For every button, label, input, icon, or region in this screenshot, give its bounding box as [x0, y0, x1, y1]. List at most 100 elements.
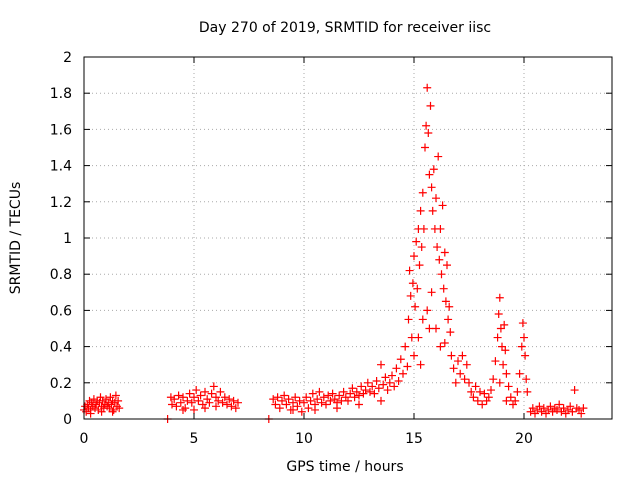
data-point — [439, 284, 448, 293]
data-point — [333, 404, 341, 413]
data-point — [194, 396, 203, 405]
data-point — [185, 389, 194, 398]
data-point — [339, 387, 348, 396]
data-point — [417, 243, 426, 252]
data-point — [401, 342, 410, 351]
data-point — [190, 393, 198, 402]
data-point — [374, 384, 383, 393]
x-tick-label: 10 — [295, 431, 313, 447]
data-point — [522, 375, 531, 384]
data-point — [484, 393, 493, 402]
x-tick-label: 0 — [80, 431, 89, 447]
data-point — [322, 400, 330, 409]
data-point — [114, 396, 123, 405]
data-points — [80, 83, 588, 423]
data-point — [415, 261, 424, 270]
data-point — [370, 389, 379, 398]
data-point — [172, 402, 181, 411]
data-point — [465, 378, 473, 387]
data-point — [494, 310, 503, 319]
data-point — [440, 248, 449, 257]
data-point — [111, 391, 120, 400]
data-point — [502, 396, 511, 405]
data-point — [328, 389, 337, 398]
data-point — [311, 405, 319, 414]
data-point — [418, 315, 427, 324]
data-point — [319, 393, 328, 402]
data-point — [570, 386, 579, 395]
data-point — [436, 224, 445, 233]
data-point — [559, 404, 568, 413]
data-point — [425, 324, 434, 333]
data-point — [214, 396, 223, 405]
data-point — [458, 351, 467, 360]
data-point — [511, 396, 520, 405]
y-tick-label: 1 — [63, 231, 72, 247]
data-point — [107, 400, 116, 409]
data-point — [229, 396, 238, 405]
x-tick-label: 20 — [515, 431, 533, 447]
data-point — [216, 387, 225, 396]
data-point — [381, 373, 390, 382]
data-point — [445, 302, 454, 311]
axis-ticks: 00.20.40.60.811.21.41.61.820 5 10 15 20 — [50, 50, 612, 447]
data-point — [388, 371, 396, 380]
data-point — [190, 405, 198, 414]
data-point — [413, 284, 422, 293]
data-point — [499, 360, 508, 369]
data-point — [372, 376, 381, 385]
data-point — [424, 129, 433, 138]
data-point — [399, 369, 407, 378]
y-tick-label: 0 — [63, 412, 72, 428]
data-point — [515, 369, 524, 378]
data-point — [304, 404, 313, 413]
data-point — [271, 400, 280, 409]
data-point — [426, 101, 435, 110]
data-point — [471, 382, 480, 391]
data-point — [394, 376, 403, 385]
data-point — [412, 237, 421, 246]
data-point — [411, 302, 420, 311]
data-point — [495, 378, 504, 387]
y-tick-label: 2 — [63, 50, 72, 66]
data-point — [308, 389, 317, 398]
data-point — [557, 407, 566, 416]
data-point — [408, 279, 417, 288]
x-tick-label: 5 — [190, 431, 199, 447]
chart-title: Day 270 of 2019, SRMTID for receiver iis… — [199, 20, 491, 36]
data-point — [282, 400, 291, 409]
x-tick-label: 15 — [405, 431, 423, 447]
data-point — [201, 404, 209, 413]
y-axis-label: SRMTID / TECUs — [8, 182, 24, 295]
data-point — [209, 382, 218, 391]
data-point — [348, 384, 357, 393]
data-point — [436, 342, 445, 351]
data-point — [495, 293, 504, 302]
data-point — [518, 319, 527, 328]
data-point — [553, 405, 561, 414]
data-point — [462, 360, 471, 369]
data-point — [289, 398, 297, 407]
data-point — [467, 387, 476, 396]
data-point — [396, 355, 405, 364]
y-tick-label: 1.6 — [50, 122, 72, 138]
data-point — [278, 396, 286, 405]
data-point — [535, 402, 544, 411]
data-point — [392, 364, 401, 373]
data-point — [273, 393, 282, 402]
y-tick-label: 1.2 — [50, 195, 72, 211]
data-point — [433, 243, 442, 252]
data-point — [473, 396, 482, 405]
data-point — [403, 362, 412, 371]
data-point — [377, 396, 385, 405]
data-point — [437, 270, 446, 279]
data-point — [231, 404, 240, 413]
data-point — [441, 297, 450, 306]
data-point — [218, 398, 227, 407]
data-point — [306, 396, 315, 405]
data-point — [220, 393, 229, 402]
data-point — [493, 333, 502, 342]
data-point — [326, 396, 335, 405]
data-point — [92, 400, 101, 409]
